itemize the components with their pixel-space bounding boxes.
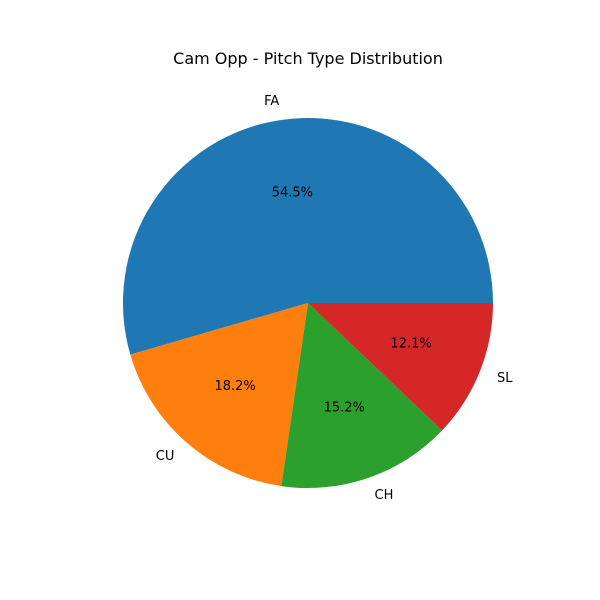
percent-label-ch: 15.2%: [324, 400, 365, 415]
pie-slice-sl: [308, 303, 493, 431]
slice-label-ch: CH: [375, 488, 394, 503]
pie-slice-fa: [123, 117, 493, 355]
percent-label-cu: 18.2%: [214, 379, 255, 394]
slice-label-sl: SL: [497, 371, 513, 386]
slice-label-fa: FA: [264, 94, 279, 109]
percent-label-fa: 54.5%: [272, 186, 313, 201]
pie-slice-cu: [130, 303, 308, 487]
pie-slice-ch: [281, 303, 443, 488]
pie-labels: FA 54.5% CU 18.2% CH 15.2% SL 12.1%: [156, 94, 513, 503]
pie-slices: [123, 117, 493, 488]
slice-label-cu: CU: [156, 449, 175, 464]
percent-label-sl: 12.1%: [390, 337, 431, 352]
chart-title: Cam Opp - Pitch Type Distribution: [173, 49, 443, 68]
